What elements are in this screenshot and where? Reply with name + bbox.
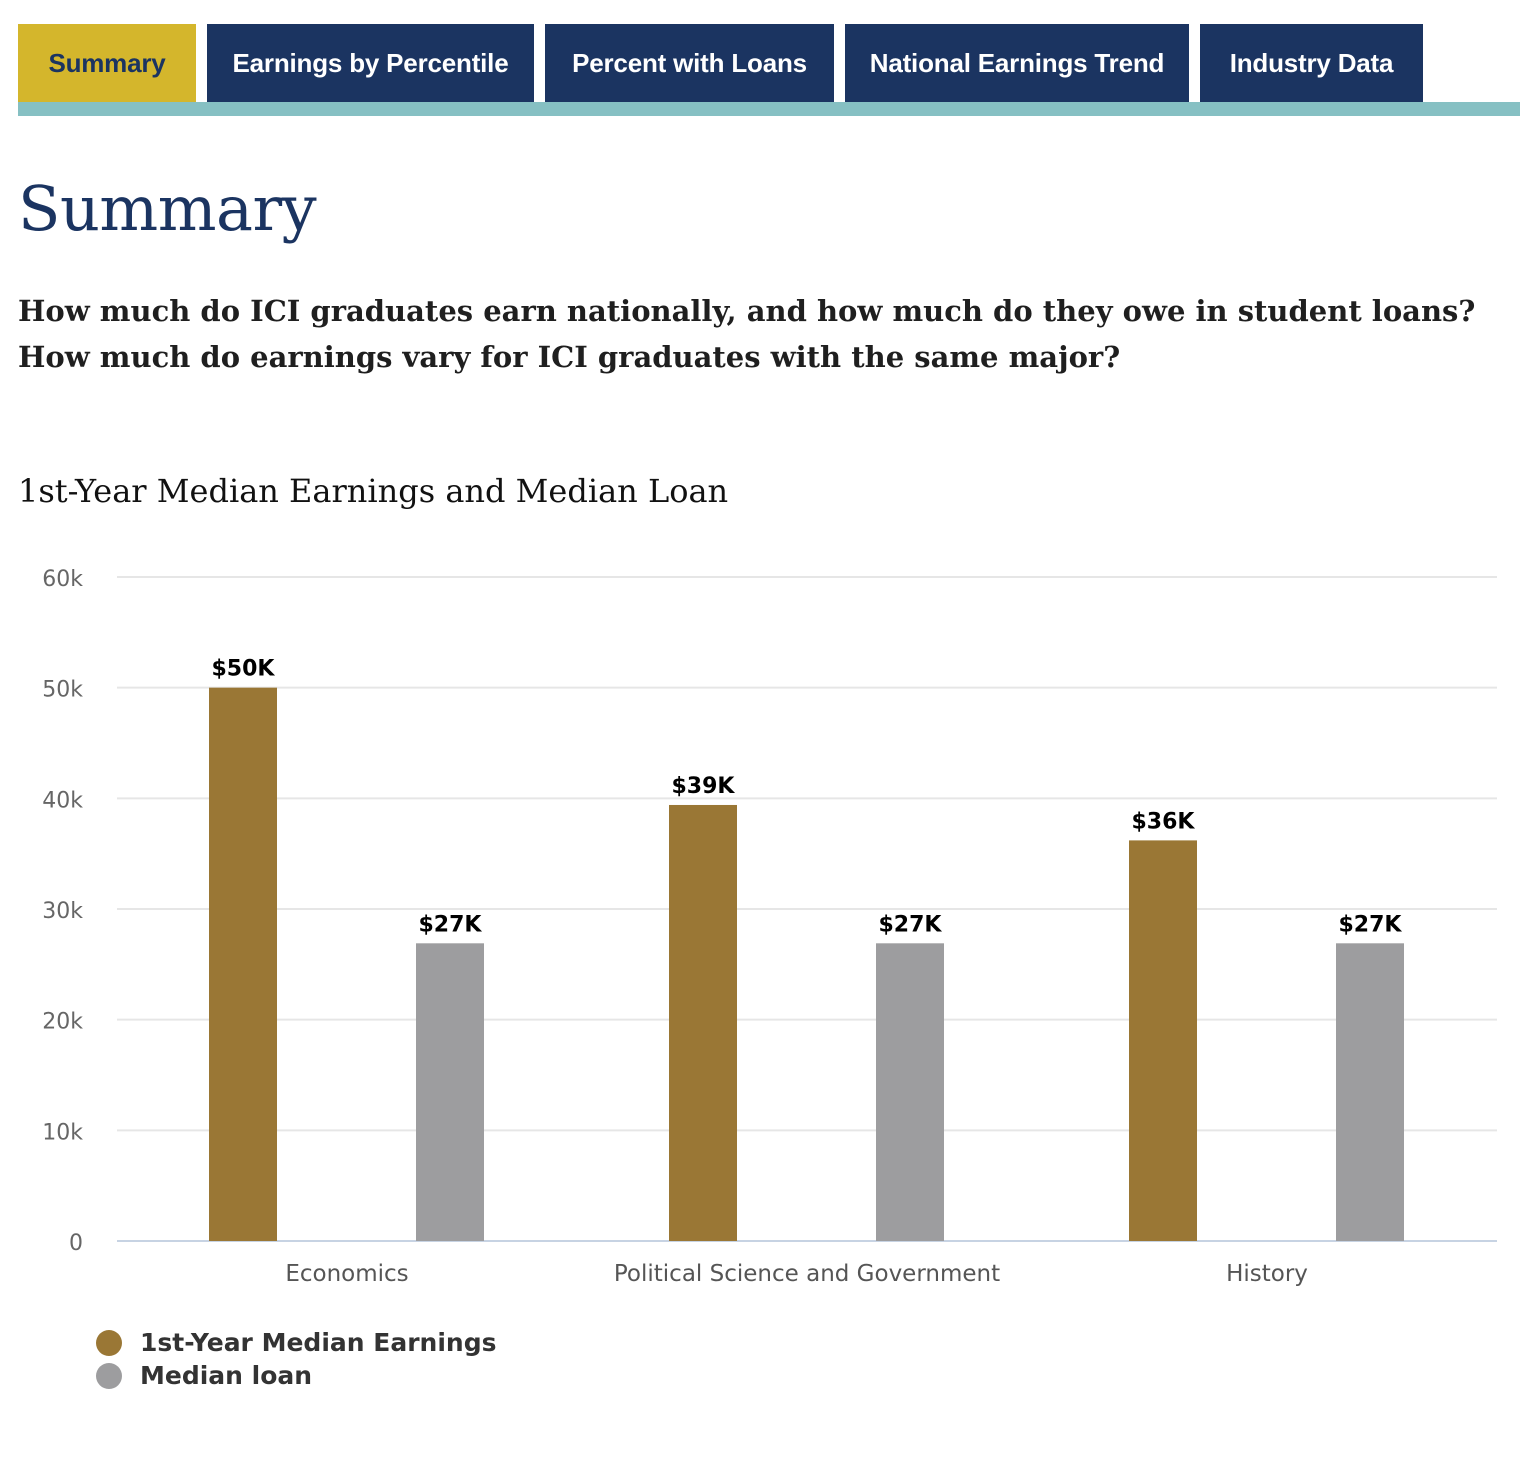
bar-earnings[interactable] — [669, 804, 737, 1241]
y-tick-label: 30k — [42, 899, 83, 924]
intro-line-1: How much do ICI graduates earn nationall… — [18, 294, 1476, 328]
legend-item-loan[interactable]: Median loan — [96, 1359, 496, 1392]
tab-bar: Summary Earnings by Percentile Percent w… — [18, 24, 1520, 116]
data-label-loan: $27K — [1339, 912, 1403, 937]
intro-line-2: How much do earnings vary for ICI gradua… — [18, 340, 1121, 374]
tab-industry-data[interactable]: Industry Data — [1200, 24, 1423, 102]
x-tick-label: Economics — [285, 1261, 408, 1287]
tab-underline-strip — [18, 102, 1520, 116]
data-label-earnings: $36K — [1132, 809, 1196, 834]
bar-loan[interactable] — [876, 943, 944, 1241]
intro-text: How much do ICI graduates earn nationall… — [18, 288, 1508, 380]
chart-title: 1st-Year Median Earnings and Median Loan — [18, 472, 729, 510]
data-label-loan: $27K — [419, 912, 483, 937]
tab-earnings-by-percentile[interactable]: Earnings by Percentile — [207, 24, 534, 102]
page-title: Summary — [18, 172, 317, 245]
data-label-earnings: $39K — [672, 774, 736, 799]
y-tick-label: 20k — [42, 1010, 83, 1035]
y-tick-label: 60k — [42, 567, 83, 592]
tab-percent-with-loans[interactable]: Percent with Loans — [545, 24, 834, 102]
tab-summary[interactable]: Summary — [18, 24, 196, 102]
legend-swatch-loan — [96, 1362, 122, 1389]
legend-label-loan: Median loan — [140, 1361, 313, 1390]
bar-earnings[interactable] — [209, 687, 277, 1241]
tab-national-earnings-trend[interactable]: National Earnings Trend — [845, 24, 1189, 102]
y-tick-label: 0 — [69, 1231, 83, 1256]
y-tick-label: 10k — [42, 1120, 83, 1145]
x-tick-label: Political Science and Government — [614, 1261, 1000, 1287]
bar-loan[interactable] — [416, 943, 484, 1241]
data-label-earnings: $50K — [212, 657, 276, 682]
x-axis-tick-labels: Economics Political Science and Governmen… — [285, 1261, 1308, 1287]
bar-loan[interactable] — [1336, 943, 1404, 1241]
bar-earnings[interactable] — [1129, 840, 1197, 1241]
legend-label-earnings: 1st-Year Median Earnings — [140, 1328, 497, 1357]
bars — [209, 687, 1404, 1241]
y-tick-label: 50k — [42, 678, 83, 703]
bar-chart: 0 10k 20k 30k 40k 50k 60k $50K $27K $39K $27K $36K… — [42, 567, 1497, 1287]
legend-item-earnings[interactable]: 1st-Year Median Earnings — [96, 1326, 496, 1359]
y-tick-label: 40k — [42, 788, 83, 813]
legend-swatch-earnings — [96, 1329, 122, 1356]
data-labels: $50K $27K $39K $27K $36K $27K — [212, 657, 1403, 938]
data-label-loan: $27K — [879, 912, 943, 937]
y-axis-tick-labels: 0 10k 20k 30k 40k 50k 60k — [42, 567, 83, 1256]
chart-legend: 1st-Year Median Earnings Median loan — [96, 1326, 496, 1392]
grid-lines — [117, 576, 1497, 1242]
x-tick-label: History — [1226, 1261, 1308, 1287]
